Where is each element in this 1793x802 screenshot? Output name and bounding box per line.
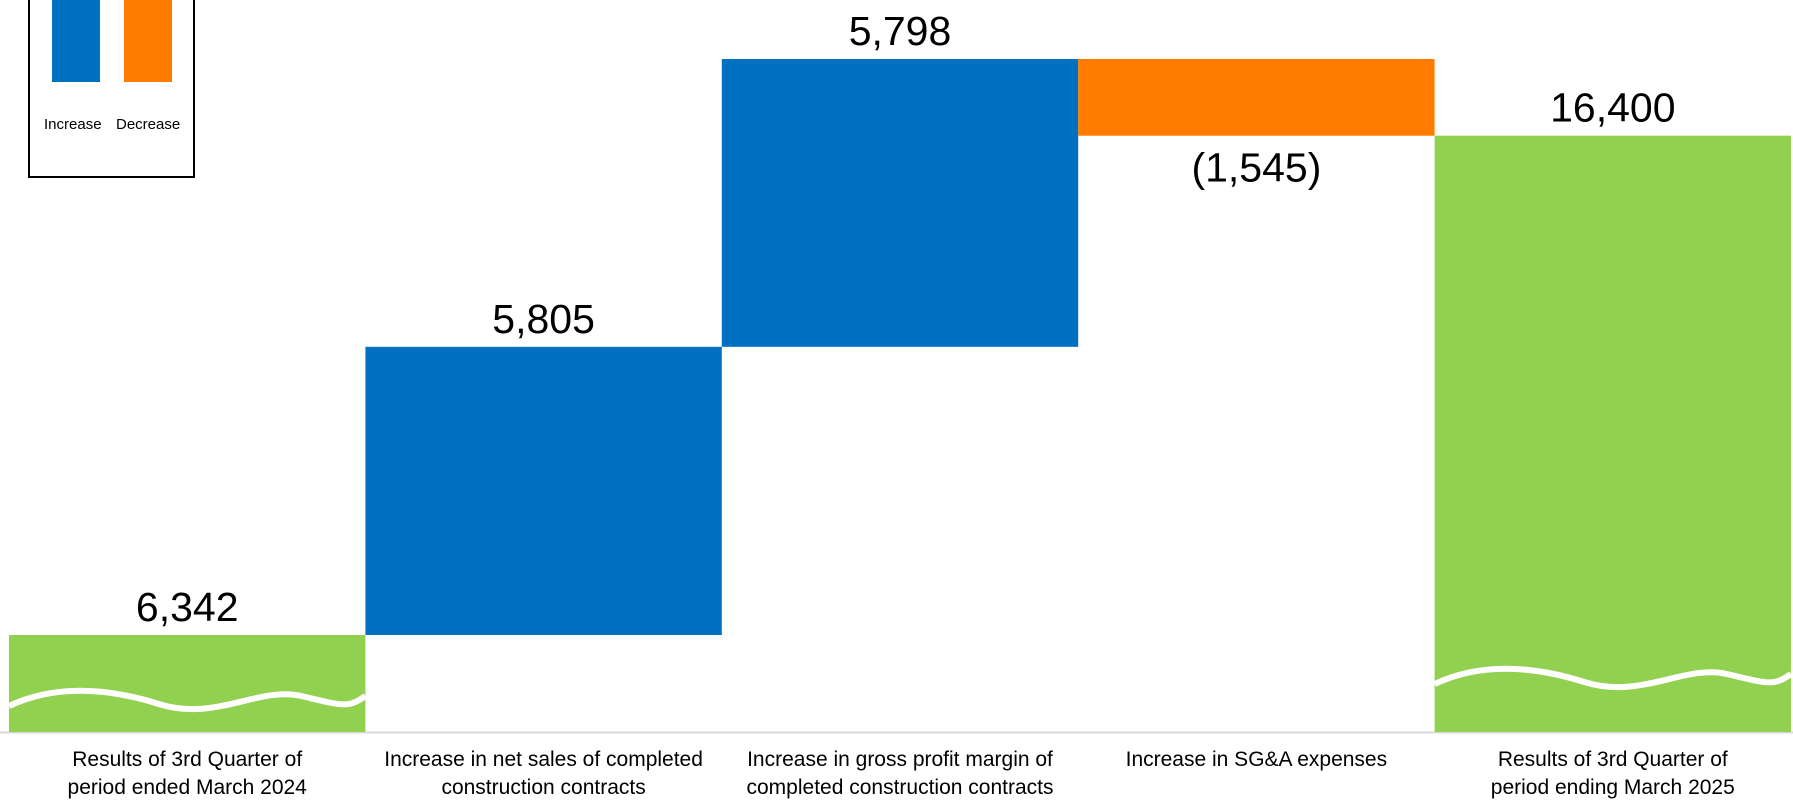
category-label-line: period ended March 2024 [67,776,307,799]
category-label-line: Results of 3rd Quarter of [1497,748,1728,771]
bar-2 [721,59,1079,347]
legend-increase-label: Increase [44,116,102,133]
category-label-line: period ending March 2025 [1490,776,1735,799]
category-label-line: Increase in gross profit margin of [747,748,1053,771]
legend-decrease-swatch [124,0,172,82]
value-label-4: 16,400 [1550,85,1675,131]
category-label-line: Increase in SG&A expenses [1125,748,1388,771]
category-label-4: Results of 3rd Quarter of period ending M… [1435,746,1791,802]
category-label-line: completed construction contracts [746,776,1054,799]
bar-0 [9,635,366,732]
value-label-1: 5,805 [492,296,595,342]
bar-3 [1078,59,1435,136]
category-label-line: Results of 3rd Quarter of [72,748,303,771]
legend-increase-swatch [52,0,100,82]
category-label-0: Results of 3rd Quarter of period ended Ma… [9,746,365,802]
category-label-2: Increase in gross profit margin of comple… [722,746,1078,802]
bar-4 [1434,135,1791,733]
category-label-1: Increase in net sales of completed constr… [365,746,721,802]
value-label-2: 5,798 [849,8,952,54]
legend: Increase Decrease [28,0,195,178]
category-label-line: construction contracts [441,776,646,799]
axis-break-wave-0 [7,687,368,713]
value-label-3: (1,545) [1191,145,1321,191]
axis-break-wave-4 [1433,665,1793,691]
value-label-0: 6,342 [136,584,239,630]
category-label-line: Increase in net sales of completed [384,748,703,771]
category-label-3: Increase in SG&A expenses [1078,746,1434,774]
legend-decrease-label: Decrease [116,116,181,133]
bar-1 [365,346,722,635]
